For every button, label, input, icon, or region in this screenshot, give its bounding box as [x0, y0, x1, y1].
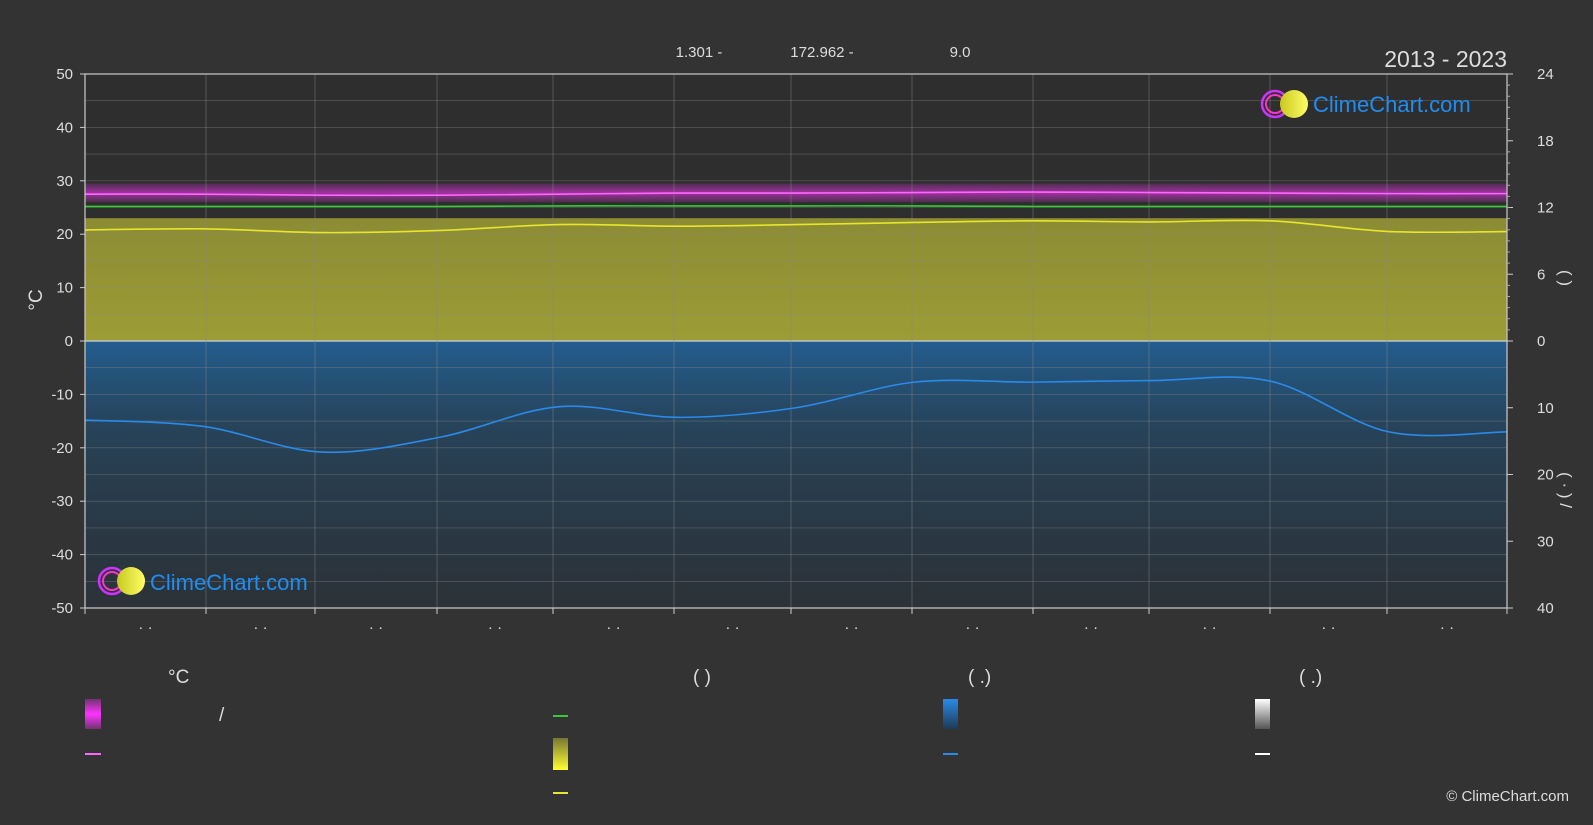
y-tick-label: 30	[56, 173, 73, 190]
logo-globe-icon	[1280, 90, 1308, 118]
stat-3: 9.0	[950, 44, 971, 61]
legend-header-sun: ( )	[693, 667, 711, 688]
legend-header-snow: ( .)	[1299, 667, 1322, 688]
stat-1: 1.301 -	[676, 44, 723, 61]
right-tick-label-top: 6	[1537, 266, 1545, 283]
x-tick-label: · ·	[1084, 619, 1098, 636]
right-tick-label-bottom: 40	[1537, 600, 1554, 617]
logo-bottom: ClimeChart.com	[97, 566, 308, 596]
logo-top: ClimeChart.com	[1260, 89, 1471, 119]
legend-swatch-white	[1255, 699, 1270, 729]
data-bands	[85, 183, 1507, 608]
series-line-2	[84, 219, 1508, 234]
right-tick-label-bottom: 30	[1537, 533, 1554, 550]
right-tick-label-bottom: 20	[1537, 467, 1554, 484]
y-tick-label: -20	[51, 440, 73, 457]
right-tick-label-top: 18	[1537, 133, 1554, 150]
y-tick-label: 20	[56, 226, 73, 243]
legend-swatch-magenta-range	[85, 699, 101, 729]
legend-swatch-yellow	[553, 738, 568, 770]
x-tick-label: · ·	[844, 619, 858, 636]
series-line-1	[85, 205, 1507, 208]
logo-globe-icon-bottom	[117, 567, 145, 595]
y-tick-label: -30	[51, 493, 73, 510]
right-axis-title-bottom: ( · ) /	[1556, 472, 1575, 508]
x-tick-label: · ·	[138, 619, 152, 636]
right-tick-label-bottom: 10	[1537, 400, 1554, 417]
legend-header-temp: °C	[168, 667, 189, 688]
axes: 50 40 30 20 10 0 -10 -20 -30 -40 -50 24 18 12 6 0 10 20 30…	[51, 66, 1553, 636]
grid-lines	[84, 73, 1508, 609]
series-lines	[84, 191, 1508, 454]
y-tick-label: -50	[51, 600, 73, 617]
right-tick-label-top: 12	[1537, 200, 1554, 217]
y-tick-label: 50	[56, 66, 73, 83]
x-tick-label: · ·	[1202, 619, 1216, 636]
period-label: 2013 - 2023	[1384, 46, 1507, 72]
logo-text-bottom: ClimeChart.com	[150, 570, 308, 595]
y-tick-label: -10	[51, 386, 73, 403]
logo-text-top: ClimeChart.com	[1313, 92, 1471, 117]
x-tick-label: · ·	[253, 619, 267, 636]
x-tick-label: · ·	[606, 619, 620, 636]
x-tick-label: · ·	[965, 619, 979, 636]
copyright: © ClimeChart.com	[1446, 788, 1569, 805]
legend: °C ( ) ( .) ( .) /	[85, 667, 1322, 794]
y-axis-title: °C	[26, 289, 47, 310]
stat-2: 172.962 -	[790, 44, 853, 61]
sunshine-band	[85, 218, 1507, 341]
x-tick-label: · ·	[369, 619, 383, 636]
legend-header-rain: ( .)	[968, 667, 991, 688]
x-tick-label: · ·	[488, 619, 502, 636]
series-line-0	[84, 191, 1508, 197]
series-line-3	[84, 376, 1508, 454]
y-tick-label: 0	[65, 333, 73, 350]
right-axis-title-top: ( )	[1556, 270, 1575, 286]
legend-swatch-blue	[943, 699, 958, 729]
x-tick-label: · ·	[1440, 619, 1454, 636]
x-tick-label: · ·	[1321, 619, 1335, 636]
y-tick-label: 40	[56, 119, 73, 136]
y-tick-label: 10	[56, 280, 73, 297]
y-tick-label: -40	[51, 547, 73, 564]
x-tick-label: · ·	[725, 619, 739, 636]
right-tick-label-top: 24	[1537, 66, 1554, 83]
legend-slash: /	[219, 705, 225, 726]
right-tick-label-top: 0	[1537, 333, 1545, 350]
